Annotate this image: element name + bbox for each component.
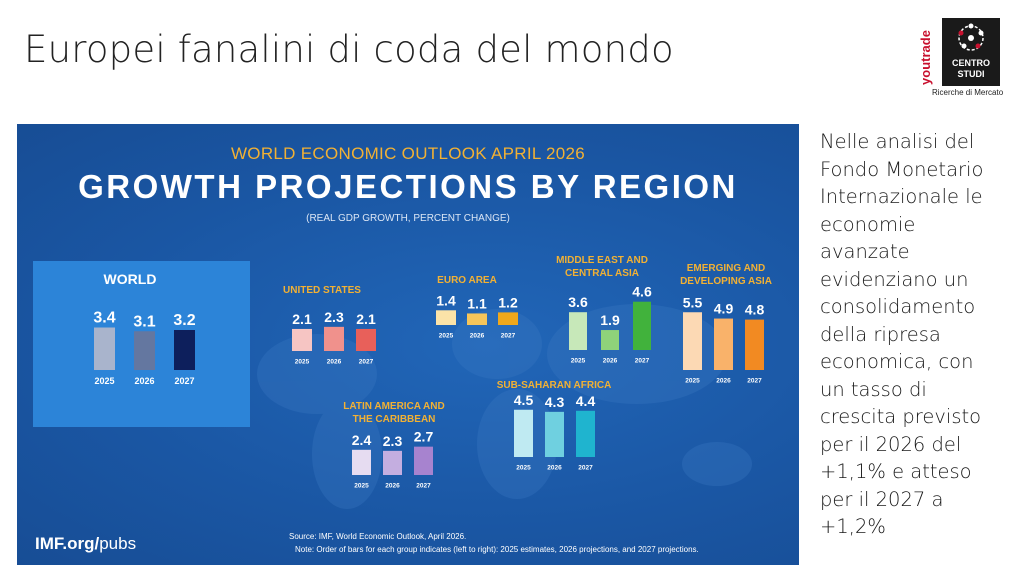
bar-2025	[569, 312, 587, 350]
data-label: 2.3	[383, 433, 403, 449]
tick-label: 2026	[134, 376, 154, 386]
bar-2026	[714, 318, 733, 370]
data-label: 4.6	[632, 284, 652, 300]
chart-title: SUB-SAHARAN AFRICA	[497, 380, 612, 391]
bar-2025	[94, 327, 115, 370]
tick-label: 2025	[295, 359, 310, 366]
bar-2027	[498, 312, 518, 325]
logo-box: CENTRO STUDI	[942, 18, 1000, 86]
chart-title: WORLD	[104, 271, 157, 287]
bar-2027	[414, 446, 433, 475]
tick-label: 2027	[359, 359, 374, 366]
data-label: 4.9	[714, 301, 734, 317]
bar-2025	[683, 312, 702, 370]
data-label: 1.9	[600, 312, 620, 328]
tick-label: 2025	[571, 358, 586, 365]
data-label: 4.5	[514, 392, 534, 408]
tick-label: 2027	[747, 378, 762, 385]
tick-label: 2027	[416, 483, 431, 490]
tick-label: 2026	[470, 333, 485, 340]
data-label: 2.1	[292, 311, 312, 327]
chart-title: UNITED STATES	[283, 285, 361, 296]
data-label: 1.2	[498, 294, 518, 310]
tick-label: 2025	[439, 333, 454, 340]
data-label: 3.6	[568, 294, 588, 310]
data-label: 3.4	[93, 310, 115, 327]
chart-title: CENTRAL ASIA	[565, 268, 639, 279]
logo-brand: youtrade	[917, 30, 933, 85]
bar-2026	[134, 331, 155, 370]
bar-2027	[633, 301, 651, 350]
tick-label: 2025	[94, 376, 114, 386]
region-chart-middle-east-and-central-asia: MIDDLE EAST AND CENTRAL ASIA 3.6 2025 1.9 202…	[556, 255, 652, 365]
bar-2025	[514, 409, 533, 457]
data-label: 2.1	[356, 311, 376, 327]
data-label: 3.2	[173, 312, 195, 329]
tick-label: 2025	[516, 465, 531, 472]
slide-title: Europei fanalini di coda del mondo	[24, 28, 674, 71]
region-chart-euro-area: EURO AREA 1.4 2025 1.1 2026 1.2 2027	[436, 275, 518, 340]
imf-infographic: WORLD ECONOMIC OUTLOOK APRIL 2026 GROWTH…	[17, 124, 799, 565]
bar-2026	[601, 330, 619, 350]
side-text: Nelle analisi del Fondo Monetario Intern…	[820, 130, 984, 538]
region-charts: WORLD 3.4 2025 3.1 2026 3.2 2027 UNITED STATES 2…	[93, 255, 772, 490]
tick-label: 2027	[501, 333, 516, 340]
bar-2027	[174, 330, 195, 370]
bar-2027	[356, 328, 376, 351]
region-chart-united-states: UNITED STATES 2.1 2025 2.3 2026 2.1 2027	[283, 285, 376, 366]
tick-label: 2026	[327, 359, 342, 366]
network-icon	[958, 23, 984, 51]
region-chart-world: WORLD 3.4 2025 3.1 2026 3.2 2027	[93, 271, 195, 386]
imf-footer-link[interactable]: IMF.org/pubs	[35, 534, 137, 553]
infographic-subtitle: (REAL GDP GROWTH, PERCENT CHANGE)	[306, 213, 510, 224]
data-label: 1.4	[436, 292, 456, 308]
tick-label: 2025	[685, 378, 700, 385]
logo-line2: STUDI	[957, 69, 985, 79]
bar-2025	[436, 310, 456, 325]
tick-label: 2026	[603, 358, 618, 365]
tick-label: 2026	[716, 378, 731, 385]
bar-2026	[467, 313, 487, 325]
tick-label: 2027	[635, 358, 650, 365]
tick-label: 2026	[385, 483, 400, 490]
bar-2025	[352, 449, 371, 475]
tick-label: 2027	[578, 465, 593, 472]
chart-title: EURO AREA	[437, 275, 497, 286]
tick-label: 2025	[354, 483, 369, 490]
infographic-header: WORLD ECONOMIC OUTLOOK APRIL 2026	[230, 144, 586, 163]
data-label: 2.3	[324, 309, 344, 325]
data-label: 2.7	[414, 429, 434, 445]
tick-label: 2026	[547, 465, 562, 472]
order-note: Note: Order of bars for each group indic…	[295, 545, 699, 554]
chart-title: DEVELOPING ASIA	[680, 276, 772, 287]
data-label: 2.4	[352, 432, 372, 448]
data-label: 4.4	[576, 393, 596, 409]
infographic-title: GROWTH PROJECTIONS BY REGION	[78, 168, 738, 205]
chart-title: MIDDLE EAST AND	[556, 255, 648, 266]
data-label: 1.1	[467, 295, 487, 311]
region-chart-emerging-and-developing-asia: EMERGING AND DEVELOPING ASIA 5.5 2025 4.9 202…	[680, 263, 772, 385]
data-label: 5.5	[683, 294, 703, 310]
bar-2026	[545, 411, 564, 457]
bar-2027	[576, 410, 595, 457]
logo-line1: CENTRO	[952, 58, 990, 68]
logo-tagline: Ricerche di Mercato	[932, 88, 1004, 97]
tick-label: 2027	[174, 376, 194, 386]
region-chart-latin-america-and-the-caribbean: LATIN AMERICA AND THE CARIBBEAN 2.4 2025 2.3…	[343, 401, 444, 490]
data-label: 4.3	[545, 394, 565, 410]
data-label: 3.1	[133, 313, 155, 330]
chart-title: LATIN AMERICA AND	[343, 401, 444, 412]
source-note: Source: IMF, World Economic Outlook, Apr…	[289, 532, 467, 541]
chart-title: EMERGING AND	[687, 263, 766, 274]
bar-2025	[292, 328, 312, 351]
bar-2026	[383, 450, 402, 475]
chart-title: THE CARIBBEAN	[353, 414, 436, 425]
youtrade-logo: youtrade CENTRO STUDI Ricerche di Mercat…	[917, 18, 1006, 98]
bar-2026	[324, 326, 344, 351]
data-label: 4.8	[745, 302, 765, 318]
bar-2027	[745, 319, 764, 370]
